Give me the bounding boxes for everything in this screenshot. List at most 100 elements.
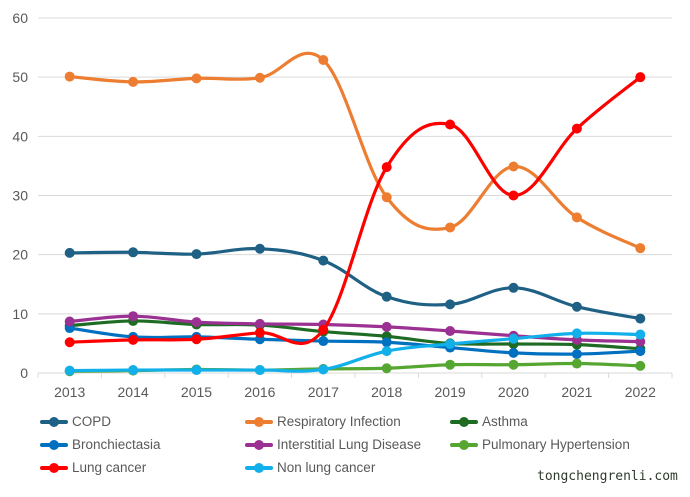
data-point-non-lung-cancer bbox=[191, 365, 202, 376]
legend-label: Bronchiectasia bbox=[72, 437, 161, 452]
data-point-non-lung-cancer bbox=[571, 328, 582, 339]
legend-marker-icon bbox=[450, 416, 478, 428]
data-point-lung-cancer bbox=[381, 162, 392, 173]
data-point-interstitial-lung-disease bbox=[445, 325, 456, 336]
legend-marker-icon bbox=[245, 462, 273, 474]
data-point-non-lung-cancer bbox=[64, 365, 75, 376]
x-tick-label: 2020 bbox=[498, 384, 529, 400]
data-point-interstitial-lung-disease bbox=[381, 321, 392, 332]
legend-marker-icon bbox=[40, 462, 68, 474]
data-point-respiratory-infection bbox=[508, 161, 519, 172]
legend-label: Pulmonary Hypertension bbox=[482, 437, 630, 452]
data-point-copd bbox=[128, 247, 139, 258]
data-point-respiratory-infection bbox=[445, 222, 456, 233]
series-lung-cancer bbox=[64, 72, 646, 348]
data-point-bronchiectasia bbox=[635, 346, 646, 357]
series-respiratory-infection bbox=[64, 51, 646, 254]
legend-label: Respiratory Infection bbox=[277, 414, 401, 429]
legend-label: Interstitial Lung Disease bbox=[277, 437, 422, 452]
y-tick-label: 60 bbox=[12, 10, 28, 26]
legend-item-non-lung-cancer: Non lung cancer bbox=[245, 460, 375, 475]
data-point-lung-cancer bbox=[64, 337, 75, 348]
data-point-pulmonary-hypertension bbox=[508, 359, 519, 370]
data-point-respiratory-infection bbox=[635, 243, 646, 254]
data-point-pulmonary-hypertension bbox=[445, 359, 456, 370]
data-point-copd bbox=[381, 291, 392, 302]
data-point-respiratory-infection bbox=[381, 192, 392, 203]
series-non-lung-cancer bbox=[64, 328, 646, 376]
gridlines bbox=[38, 17, 672, 315]
legend-item-respiratory-infection: Respiratory Infection bbox=[245, 414, 401, 429]
legend-label: Non lung cancer bbox=[277, 460, 376, 475]
y-tick-label: 10 bbox=[12, 306, 28, 322]
legend-marker-icon bbox=[40, 439, 68, 451]
data-point-lung-cancer bbox=[318, 324, 329, 335]
data-point-copd bbox=[254, 243, 265, 254]
legend-item-lung-cancer: Lung cancer bbox=[40, 460, 146, 475]
legend-item-interstitial-lung-disease: Interstitial Lung Disease bbox=[245, 437, 421, 452]
data-point-respiratory-infection bbox=[64, 71, 75, 82]
series-lines bbox=[64, 51, 646, 377]
x-axis: 2013 2014 2015 2016 2017 2018 2019 2020 2021 2022 bbox=[37, 372, 673, 400]
legend-item-bronchiectasia: Bronchiectasia bbox=[40, 437, 161, 452]
series-line-asthma bbox=[68, 319, 642, 351]
data-point-lung-cancer bbox=[571, 123, 582, 134]
data-point-non-lung-cancer bbox=[128, 365, 139, 376]
legend-item-asthma: Asthma bbox=[450, 414, 528, 429]
data-point-non-lung-cancer bbox=[508, 333, 519, 344]
watermark: tongchengrenli.com bbox=[537, 469, 678, 484]
y-tick-label: 50 bbox=[12, 69, 28, 85]
data-point-respiratory-infection bbox=[128, 76, 139, 87]
x-tick-label: 2015 bbox=[181, 384, 212, 400]
data-point-lung-cancer bbox=[128, 334, 139, 345]
data-point-pulmonary-hypertension bbox=[381, 363, 392, 374]
data-point-respiratory-infection bbox=[191, 73, 202, 84]
data-point-interstitial-lung-disease bbox=[254, 318, 265, 329]
legend-label: COPD bbox=[72, 414, 112, 429]
data-point-respiratory-infection bbox=[318, 55, 329, 66]
data-point-lung-cancer bbox=[254, 327, 265, 338]
series-line-copd bbox=[68, 247, 642, 321]
x-tick-label: 2022 bbox=[625, 384, 656, 400]
data-point-copd bbox=[318, 255, 329, 266]
series-line-interstitial-lung-disease bbox=[68, 314, 642, 344]
data-point-interstitial-lung-disease bbox=[128, 311, 139, 322]
data-point-respiratory-infection bbox=[571, 212, 582, 223]
data-point-bronchiectasia bbox=[571, 349, 582, 360]
legend-label: Asthma bbox=[482, 414, 528, 429]
series-line-non-lung-cancer bbox=[68, 331, 642, 373]
y-tick-label: 40 bbox=[12, 128, 28, 144]
x-tick-label: 2016 bbox=[244, 384, 275, 400]
data-point-interstitial-lung-disease bbox=[635, 336, 646, 347]
data-point-bronchiectasia bbox=[381, 337, 392, 348]
legend-marker-icon bbox=[450, 439, 478, 451]
data-point-non-lung-cancer bbox=[445, 339, 456, 350]
data-point-lung-cancer bbox=[508, 190, 519, 201]
legend-item-pulmonary-hypertension: Pulmonary Hypertension bbox=[450, 437, 630, 452]
legend-marker-icon bbox=[40, 416, 68, 428]
legend-marker-icon bbox=[245, 416, 273, 428]
x-tick-label: 2018 bbox=[371, 384, 402, 400]
data-point-non-lung-cancer bbox=[254, 365, 265, 376]
data-point-non-lung-cancer bbox=[381, 346, 392, 357]
data-point-non-lung-cancer bbox=[635, 329, 646, 340]
data-point-bronchiectasia bbox=[318, 336, 329, 347]
x-tick-label: 2021 bbox=[561, 384, 592, 400]
legend-label: Lung cancer bbox=[72, 460, 147, 475]
series-line-bronchiectasia bbox=[68, 326, 642, 356]
data-point-pulmonary-hypertension bbox=[571, 358, 582, 369]
data-point-copd bbox=[191, 249, 202, 260]
y-tick-label: 30 bbox=[12, 188, 28, 204]
x-tick-label: 2019 bbox=[435, 384, 466, 400]
data-point-pulmonary-hypertension bbox=[635, 360, 646, 371]
data-point-lung-cancer bbox=[635, 72, 646, 83]
series-line-lung-cancer bbox=[68, 75, 642, 345]
data-point-interstitial-lung-disease bbox=[64, 316, 75, 327]
y-tick-label: 20 bbox=[12, 247, 28, 263]
data-point-interstitial-lung-disease bbox=[191, 317, 202, 328]
data-point-non-lung-cancer bbox=[318, 364, 329, 375]
legend-item-copd: COPD bbox=[40, 414, 111, 429]
data-point-copd bbox=[64, 247, 75, 258]
data-point-lung-cancer bbox=[191, 334, 202, 345]
